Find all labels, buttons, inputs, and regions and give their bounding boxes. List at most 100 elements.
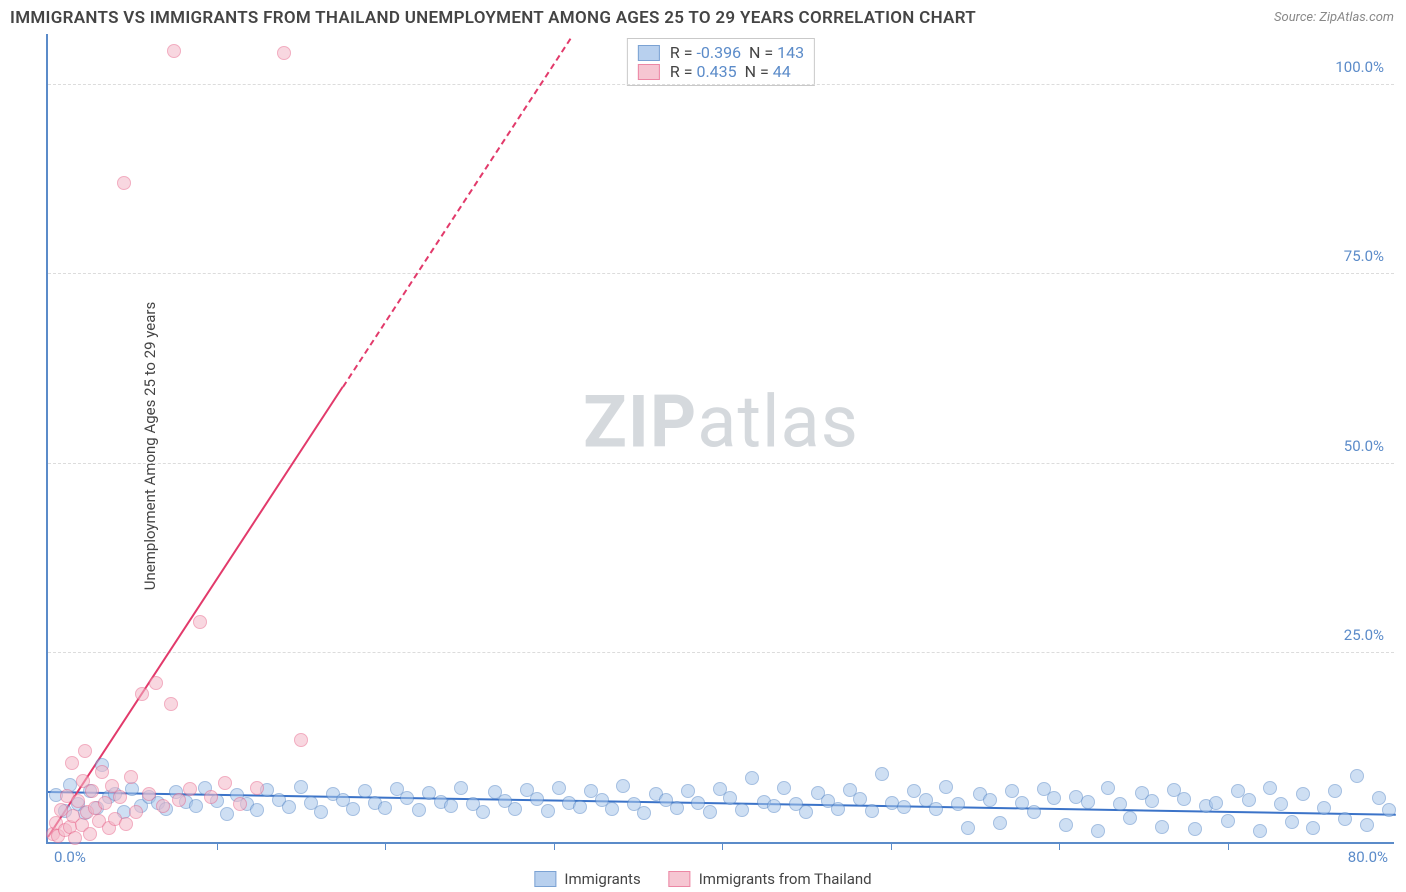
data-point [189,799,203,813]
data-point [1317,801,1331,815]
legend-label: Immigrants from Thailand [699,870,872,888]
data-point [703,805,717,819]
data-point [1145,794,1159,808]
data-point [853,792,867,806]
data-point [799,805,813,819]
data-point [314,805,328,819]
data-point [1081,795,1095,809]
data-point [605,802,619,816]
data-point [358,784,372,798]
data-point [250,803,264,817]
x-tick-label: 80.0% [1348,848,1388,866]
x-tick [1059,842,1060,850]
data-point [929,802,943,816]
data-point [164,697,178,711]
source-attribution: Source: ZipAtlas.com [1274,10,1394,25]
data-point [172,793,186,807]
data-point [939,780,953,794]
data-point [204,790,218,804]
gridline [48,84,1394,85]
correlation-stats-legend: R = -0.396 N = 143R = 0.435 N = 44 [627,38,815,86]
y-tick-label: 100.0% [1335,58,1384,76]
data-point [78,744,92,758]
data-point [95,765,109,779]
legend-stat-values: R = -0.396 N = 143 [670,43,804,62]
data-point [1372,791,1386,805]
data-point [897,800,911,814]
legend-item: Immigrants [534,870,640,888]
legend-stat-values: R = 0.435 N = 44 [670,62,791,81]
data-point [1360,818,1374,832]
data-point [681,784,695,798]
data-point [142,787,156,801]
data-point [85,784,99,798]
data-point [117,176,131,190]
data-point [951,797,965,811]
data-point [183,782,197,796]
data-point [1221,814,1235,828]
data-point [119,817,133,831]
watermark-bold: ZIP [583,379,697,464]
data-point [124,770,138,784]
data-point [1123,811,1137,825]
data-point [1059,818,1073,832]
data-point [1242,793,1256,807]
data-point [1177,792,1191,806]
data-point [129,805,143,819]
data-point [1338,812,1352,826]
data-point [616,779,630,793]
data-point [541,804,555,818]
data-point [573,800,587,814]
gridline [48,652,1394,653]
data-point [1209,796,1223,810]
legend-swatch [669,871,691,887]
legend-stats-row: R = -0.396 N = 143 [638,43,804,62]
y-tick-label: 50.0% [1344,437,1384,455]
data-point [1091,824,1105,838]
data-point [149,676,163,690]
x-tick-label: 0.0% [54,848,86,866]
data-point [220,807,234,821]
watermark: ZIPatlas [583,379,859,464]
x-tick [217,842,218,850]
data-point [983,793,997,807]
data-point [865,804,879,818]
data-point [1274,797,1288,811]
data-point [1188,822,1202,836]
data-point [961,821,975,835]
legend-swatch [534,871,556,887]
data-point [193,615,207,629]
legend-swatch [638,45,660,61]
data-point [1296,787,1310,801]
data-point [637,806,651,820]
gridline [48,273,1394,274]
x-tick [554,842,555,850]
data-point [125,782,139,796]
data-point [1113,797,1127,811]
data-point [65,756,79,770]
data-point [1382,803,1396,817]
gridline [48,463,1394,464]
data-point [68,831,82,845]
series-legend: Immigrants Immigrants from Thailand [534,870,871,888]
data-point [1253,824,1267,838]
x-tick [385,842,386,850]
data-point [83,827,97,841]
chart-title: IMMIGRANTS VS IMMIGRANTS FROM THAILAND U… [10,8,976,28]
data-point [444,799,458,813]
data-point [250,781,264,795]
data-point [1101,781,1115,795]
data-point [723,791,737,805]
y-tick-label: 75.0% [1344,247,1384,265]
data-point [233,797,247,811]
data-point [1005,784,1019,798]
data-point [875,767,889,781]
data-point [135,687,149,701]
legend-item: Immigrants from Thailand [669,870,872,888]
data-point [1027,805,1041,819]
data-point [993,816,1007,830]
data-point [767,799,781,813]
data-point [156,799,170,813]
data-point [508,802,522,816]
data-point [412,803,426,817]
